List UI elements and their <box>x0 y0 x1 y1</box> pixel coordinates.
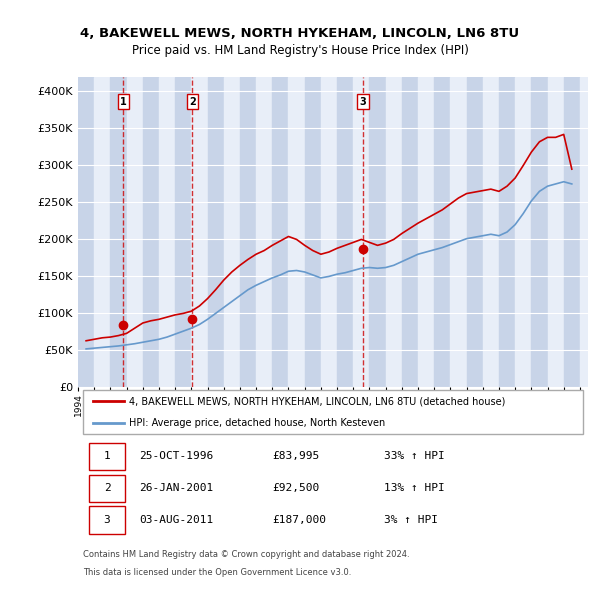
FancyBboxPatch shape <box>89 442 125 470</box>
Bar <box>451 77 467 388</box>
Bar <box>305 77 321 388</box>
Text: Price paid vs. HM Land Registry's House Price Index (HPI): Price paid vs. HM Land Registry's House … <box>131 44 469 57</box>
Bar <box>175 77 191 388</box>
Bar <box>78 77 94 388</box>
Bar <box>548 77 564 388</box>
Bar <box>191 77 208 388</box>
Bar <box>386 77 402 388</box>
Text: 1: 1 <box>120 97 127 107</box>
Bar <box>564 77 580 388</box>
Text: This data is licensed under the Open Government Licence v3.0.: This data is licensed under the Open Gov… <box>83 568 352 576</box>
Text: 33% ↑ HPI: 33% ↑ HPI <box>384 451 445 461</box>
Text: £83,995: £83,995 <box>272 451 319 461</box>
Text: £92,500: £92,500 <box>272 483 319 493</box>
Bar <box>159 77 175 388</box>
Text: 4, BAKEWELL MEWS, NORTH HYKEHAM, LINCOLN, LN6 8TU: 4, BAKEWELL MEWS, NORTH HYKEHAM, LINCOLN… <box>80 27 520 40</box>
Bar <box>337 77 353 388</box>
Text: 26-JAN-2001: 26-JAN-2001 <box>139 483 214 493</box>
Bar <box>402 77 418 388</box>
Text: Contains HM Land Registry data © Crown copyright and database right 2024.: Contains HM Land Registry data © Crown c… <box>83 550 410 559</box>
Bar <box>353 77 370 388</box>
Text: £187,000: £187,000 <box>272 515 326 525</box>
Text: 4, BAKEWELL MEWS, NORTH HYKEHAM, LINCOLN, LN6 8TU (detached house): 4, BAKEWELL MEWS, NORTH HYKEHAM, LINCOLN… <box>129 396 505 406</box>
FancyBboxPatch shape <box>89 506 125 534</box>
FancyBboxPatch shape <box>89 474 125 502</box>
Text: 2: 2 <box>189 97 196 107</box>
Bar <box>110 77 127 388</box>
Text: 25-OCT-1996: 25-OCT-1996 <box>139 451 214 461</box>
Bar <box>499 77 515 388</box>
Bar <box>370 77 386 388</box>
Bar <box>143 77 159 388</box>
Bar <box>434 77 451 388</box>
Bar <box>94 77 110 388</box>
Bar <box>418 77 434 388</box>
Bar <box>240 77 256 388</box>
Bar <box>321 77 337 388</box>
FancyBboxPatch shape <box>83 390 583 434</box>
Text: 13% ↑ HPI: 13% ↑ HPI <box>384 483 445 493</box>
Bar <box>224 77 240 388</box>
Bar <box>483 77 499 388</box>
Text: 3% ↑ HPI: 3% ↑ HPI <box>384 515 438 525</box>
Bar <box>289 77 305 388</box>
Bar <box>127 77 143 388</box>
Text: 1: 1 <box>104 451 110 461</box>
Bar <box>515 77 532 388</box>
Text: 3: 3 <box>104 515 110 525</box>
Text: HPI: Average price, detached house, North Kesteven: HPI: Average price, detached house, Nort… <box>129 418 385 428</box>
Text: 3: 3 <box>359 97 366 107</box>
Text: 2: 2 <box>104 483 110 493</box>
Bar <box>580 77 596 388</box>
Bar <box>272 77 289 388</box>
Text: 03-AUG-2011: 03-AUG-2011 <box>139 515 214 525</box>
Bar <box>208 77 224 388</box>
Bar <box>467 77 483 388</box>
Bar <box>256 77 272 388</box>
Bar <box>532 77 548 388</box>
